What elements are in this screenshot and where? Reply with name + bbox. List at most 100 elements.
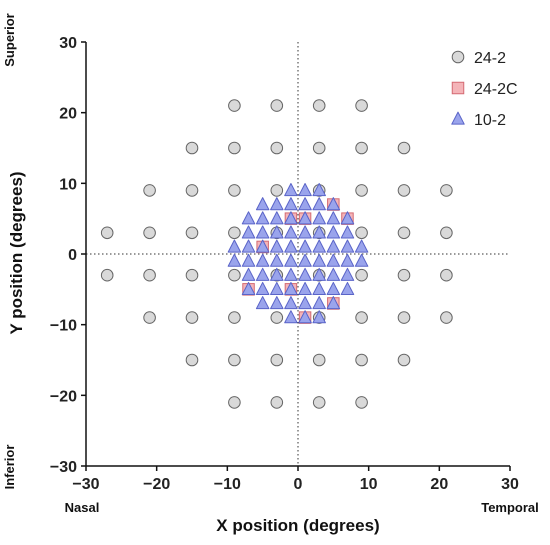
point-circle (397, 226, 411, 240)
series-24-2 (100, 99, 453, 409)
point-triangle (298, 225, 312, 239)
point-triangle (255, 239, 270, 253)
y-tick-label: −10 (50, 318, 77, 335)
point-circle (312, 99, 326, 112)
point-circle (270, 184, 284, 197)
point-triangle (284, 310, 298, 324)
point-circle (355, 353, 368, 367)
point-circle (270, 396, 284, 409)
y-tick-label: −30 (50, 459, 77, 476)
point-triangle (298, 183, 312, 197)
point-circle (355, 184, 368, 197)
point-triangle (255, 281, 270, 296)
point-triangle (255, 267, 270, 281)
y-tick-label: 10 (59, 176, 77, 193)
point-triangle (298, 267, 312, 281)
point-circle (228, 184, 241, 197)
point-circle (397, 184, 411, 197)
point-circle (440, 268, 453, 282)
legend-marker-10-2 (451, 111, 465, 125)
point-triangle (298, 281, 312, 296)
point-triangle (340, 281, 355, 296)
point-triangle (227, 239, 242, 253)
point-circle (355, 268, 368, 282)
point-triangle (298, 253, 312, 267)
point-triangle (284, 197, 298, 211)
point-circle (228, 99, 241, 112)
point-triangle (284, 239, 298, 253)
legend-label: 24-2C (474, 81, 518, 98)
point-triangle (241, 211, 256, 225)
point-triangle (241, 225, 256, 239)
point-triangle (312, 296, 326, 310)
point-triangle (298, 211, 312, 225)
point-triangle (241, 239, 256, 253)
point-triangle (284, 296, 298, 310)
superior-label: Superior (2, 13, 17, 66)
point-triangle (326, 211, 341, 225)
point-triangle (255, 225, 270, 239)
point-triangle (284, 267, 298, 281)
point-triangle (270, 267, 284, 281)
data-points (100, 99, 453, 409)
point-circle (312, 353, 326, 367)
point-triangle (270, 211, 284, 225)
point-circle (440, 311, 453, 324)
point-triangle (326, 281, 341, 296)
point-triangle (326, 267, 341, 281)
point-circle (312, 396, 326, 409)
point-triangle (312, 239, 326, 253)
reference-lines (86, 42, 510, 466)
point-circle (270, 353, 284, 367)
point-circle (185, 141, 199, 155)
point-circle (228, 311, 241, 324)
point-triangle (270, 239, 284, 253)
point-circle (185, 268, 199, 282)
point-triangle (270, 253, 284, 267)
point-circle (397, 268, 411, 282)
point-circle (185, 226, 199, 240)
point-circle (185, 311, 199, 324)
point-circle (185, 184, 199, 197)
point-circle (143, 268, 156, 282)
point-circle (355, 99, 368, 112)
y-tick-label: −20 (50, 388, 77, 405)
x-tick-label: 30 (501, 476, 519, 493)
point-triangle (255, 253, 270, 267)
point-triangle (298, 296, 312, 310)
point-triangle (354, 239, 369, 253)
point-circle (270, 311, 284, 324)
legend-marker-24-2C (451, 81, 465, 95)
point-circle (100, 268, 114, 282)
y-tick-label: 20 (59, 106, 77, 123)
point-triangle (312, 225, 326, 239)
point-triangle (312, 183, 326, 197)
point-circle (440, 184, 453, 197)
point-triangle (284, 253, 298, 267)
tick-marks (81, 41, 511, 471)
point-triangle (312, 197, 326, 211)
point-circle (228, 268, 241, 282)
point-triangle (255, 211, 270, 225)
point-triangle (270, 281, 284, 296)
point-triangle (340, 211, 355, 225)
y-axis-title: Y position (degrees) (7, 171, 26, 334)
point-circle (355, 396, 368, 409)
x-tick-label: 0 (294, 476, 303, 493)
point-circle (143, 311, 156, 324)
point-triangle (270, 225, 284, 239)
point-triangle (270, 296, 284, 310)
point-triangle (241, 281, 256, 296)
series-10-2 (227, 183, 369, 324)
point-triangle (284, 281, 298, 296)
point-triangle (326, 197, 341, 211)
point-circle (397, 141, 411, 155)
point-circle (440, 226, 453, 240)
point-triangle (354, 253, 369, 267)
y-tick-label: 0 (68, 247, 77, 264)
legend-label: 24-2 (474, 50, 506, 67)
point-circle (228, 396, 241, 409)
x-tick-label: 20 (430, 476, 448, 493)
point-triangle (340, 267, 355, 281)
